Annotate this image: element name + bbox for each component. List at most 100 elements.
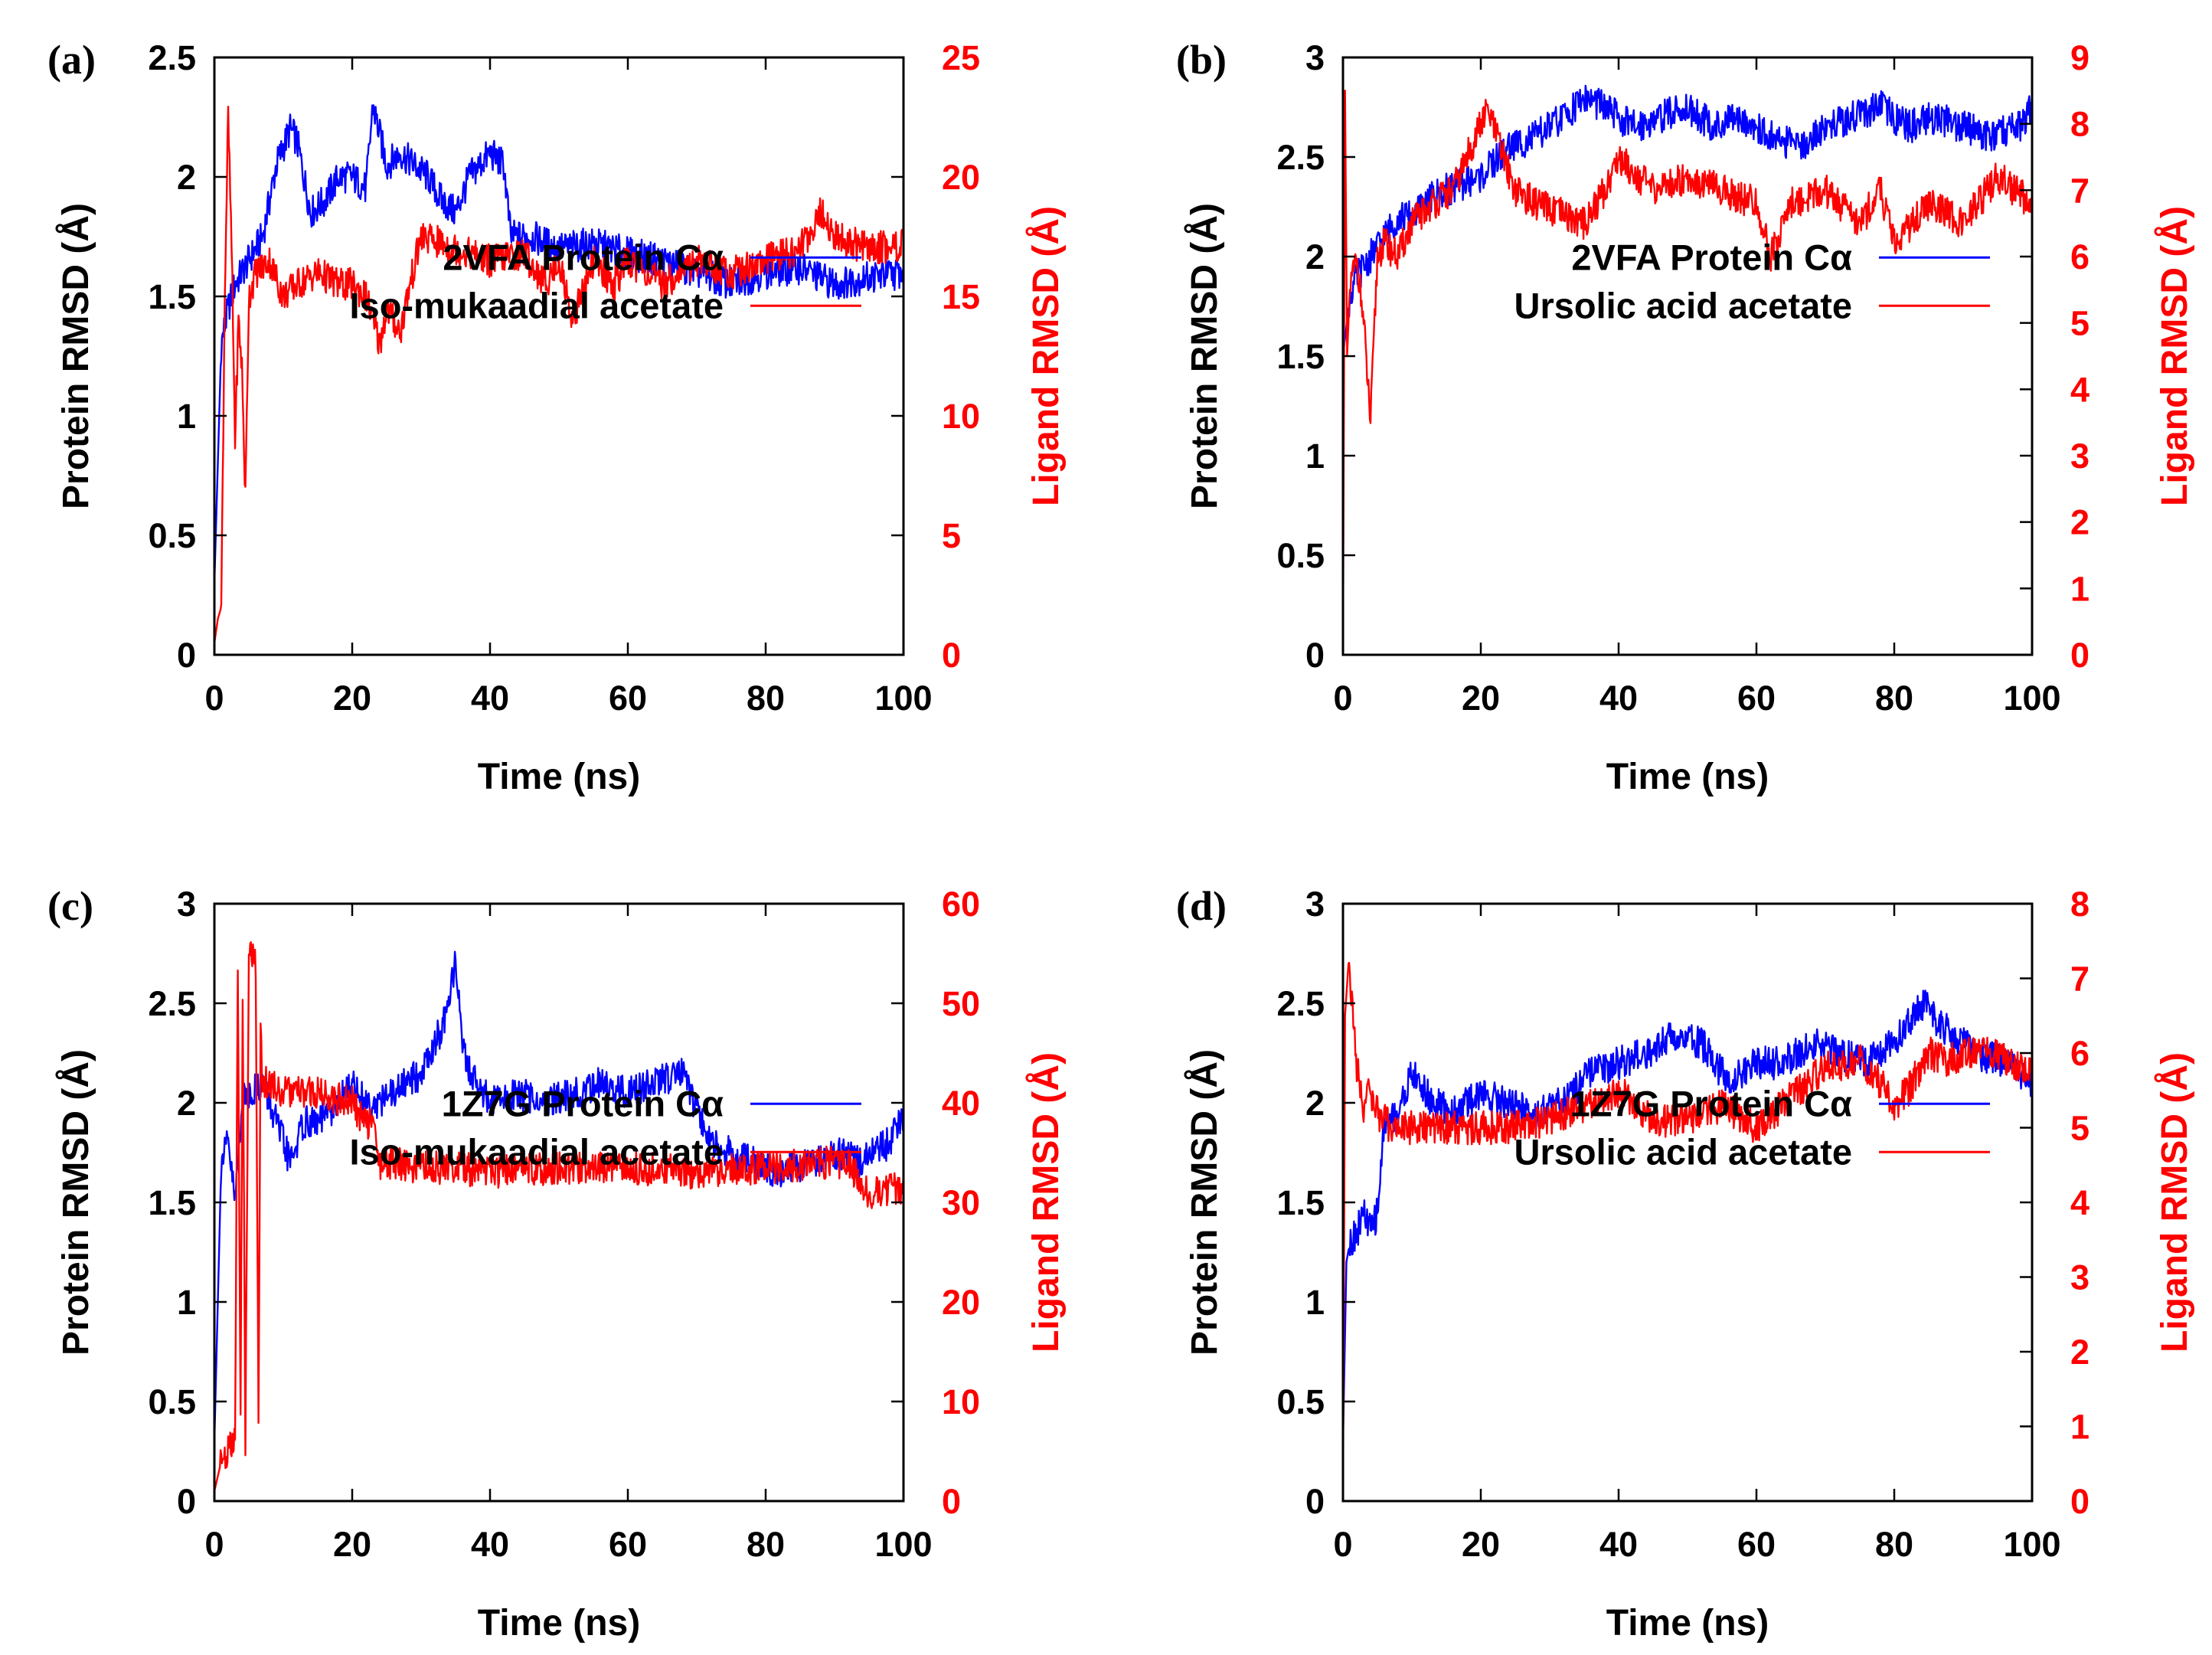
panel-label: (a) (47, 37, 96, 83)
y2-tick-label: 5 (2070, 304, 2089, 343)
x-tick-label: 80 (1875, 679, 1913, 718)
x-tick-label: 0 (204, 679, 224, 718)
y2-axis-label: Ligand RMSD (Å) (2154, 1052, 2195, 1352)
legend-label: 2VFA Protein Cα (1571, 237, 1852, 277)
y-tick-label: 0.5 (1276, 1382, 1325, 1421)
y2-tick-label: 7 (2070, 960, 2089, 999)
y-tick-label: 2.5 (1276, 138, 1325, 177)
y2-tick-label: 50 (942, 984, 980, 1023)
y-tick-label: 0 (177, 636, 196, 675)
y2-tick-label: 2 (2070, 503, 2089, 542)
y2-axis-label: Ligand RMSD (Å) (2154, 206, 2195, 506)
x-tick-label: 40 (471, 679, 509, 718)
y2-tick-label: 10 (942, 397, 980, 436)
y-tick-label: 0.5 (148, 516, 196, 555)
x-axis-label: Time (ns) (478, 1603, 640, 1644)
y2-tick-label: 8 (2070, 885, 2089, 924)
y-axis-label: Protein RMSD (Å) (1184, 203, 1225, 509)
y-tick-label: 2 (1305, 1084, 1325, 1123)
y2-tick-label: 1 (2070, 569, 2089, 608)
x-tick-label: 60 (1737, 679, 1776, 718)
y2-tick-label: 0 (2070, 1482, 2089, 1521)
series-line-ligand (1341, 962, 2033, 1502)
y-tick-label: 1 (177, 397, 196, 436)
y2-tick-label: 40 (942, 1084, 980, 1123)
y2-tick-label: 8 (2070, 105, 2089, 144)
y-tick-label: 2.5 (1276, 984, 1325, 1023)
panel-b: (b) 0 20 40 60 80 10000.511.522.530123456789 … (1176, 37, 2195, 797)
y2-tick-label: 4 (2070, 370, 2089, 409)
y-tick-label: 1 (1305, 1283, 1325, 1322)
y2-tick-label: 9 (2070, 38, 2089, 77)
y2-tick-label: 7 (2070, 171, 2089, 210)
y-tick-label: 1.5 (148, 1183, 196, 1222)
y2-tick-label: 2 (2070, 1333, 2089, 1372)
y-tick-label: 1 (177, 1283, 196, 1322)
plot-frame (1341, 56, 2034, 656)
x-tick-label: 20 (1462, 679, 1500, 718)
y2-axis-label: Ligand RMSD (Å) (1025, 206, 1067, 506)
y2-tick-label: 3 (2070, 1258, 2089, 1297)
y2-tick-label: 30 (942, 1183, 980, 1222)
y2-tick-label: 20 (942, 1283, 980, 1322)
y2-tick-label: 0 (2070, 636, 2089, 675)
x-axis-label: Time (ns) (1606, 757, 1769, 797)
panel-c: (c) 0 20 40 60 80 10000.511.522.5301020304050… (47, 883, 1067, 1644)
y2-tick-label: 60 (942, 885, 980, 924)
y2-tick-label: 5 (2070, 1109, 2089, 1148)
x-axis-label: Time (ns) (478, 757, 640, 797)
y-tick-label: 0 (1305, 636, 1325, 675)
y2-tick-label: 1 (2070, 1408, 2089, 1447)
y-tick-label: 2 (1305, 237, 1325, 276)
x-tick-label: 80 (1875, 1525, 1913, 1564)
y2-tick-label: 0 (942, 636, 961, 675)
y-tick-label: 1.5 (148, 277, 196, 316)
x-tick-label: 100 (874, 1525, 932, 1564)
x-tick-label: 80 (747, 679, 785, 718)
legend-label: Iso-mukaadial acetate (350, 1131, 724, 1172)
x-axis-label: Time (ns) (1606, 1603, 1769, 1644)
series-line-ligand (213, 106, 905, 643)
y2-tick-label: 20 (942, 158, 980, 197)
legend-label: 2VFA Protein Cα (443, 237, 724, 277)
x-tick-label: 100 (874, 679, 932, 718)
y-axis-label: Protein RMSD (Å) (55, 203, 96, 509)
y2-tick-label: 5 (942, 516, 961, 555)
y-tick-label: 2.5 (148, 38, 196, 77)
y-tick-label: 2 (177, 1084, 196, 1123)
y-tick-label: 2.5 (148, 984, 196, 1023)
legend-label: Ursolic acid acetate (1514, 1131, 1853, 1172)
plot-frame (1341, 902, 2034, 1503)
x-tick-label: 0 (1333, 679, 1352, 718)
series-line-protein (213, 104, 905, 584)
plot-frame (213, 902, 905, 1503)
panel-label: (b) (1176, 37, 1227, 83)
y2-tick-label: 15 (942, 277, 980, 316)
y-tick-label: 0.5 (148, 1382, 196, 1421)
x-tick-label: 20 (333, 679, 371, 718)
y-tick-label: 1.5 (1276, 337, 1325, 376)
x-tick-label: 0 (204, 1525, 224, 1564)
y-axis-label: Protein RMSD (Å) (1184, 1049, 1225, 1356)
legend-label: 1Z7G Protein Cα (1570, 1083, 1853, 1124)
y-tick-label: 1 (1305, 437, 1325, 476)
panel-d: (d) 0 20 40 60 80 100 0 0.5 1 1.5 2 2.5 3 0 1 2 3 4 5 6 7 8 T… (1176, 883, 2195, 1644)
plot-frame (213, 56, 905, 656)
x-tick-label: 60 (1737, 1525, 1776, 1564)
y-tick-label: 0 (177, 1482, 196, 1521)
panel-label: (d) (1176, 883, 1227, 929)
panel-a: (a) 0 20 40 60 80 100 0 0.5 1 1.5 2 2.5 0 5 10 15 20 25 T… (47, 37, 1067, 797)
y-tick-label: 0.5 (1276, 536, 1325, 575)
y2-axis-label: Ligand RMSD (Å) (1025, 1052, 1067, 1352)
x-tick-label: 60 (609, 1525, 647, 1564)
y2-tick-label: 6 (2070, 237, 2089, 276)
series-line-ligand (213, 941, 905, 1492)
series-line-ligand (1341, 90, 2034, 656)
series-line-protein (1341, 989, 2034, 1442)
y-axis-label: Protein RMSD (Å) (55, 1049, 96, 1356)
series-line-protein (213, 950, 905, 1442)
legend-label: 1Z7G Protein Cα (442, 1083, 724, 1124)
y2-tick-label: 10 (942, 1382, 980, 1421)
x-tick-label: 20 (1462, 1525, 1500, 1564)
y2-tick-label: 4 (2070, 1183, 2089, 1222)
